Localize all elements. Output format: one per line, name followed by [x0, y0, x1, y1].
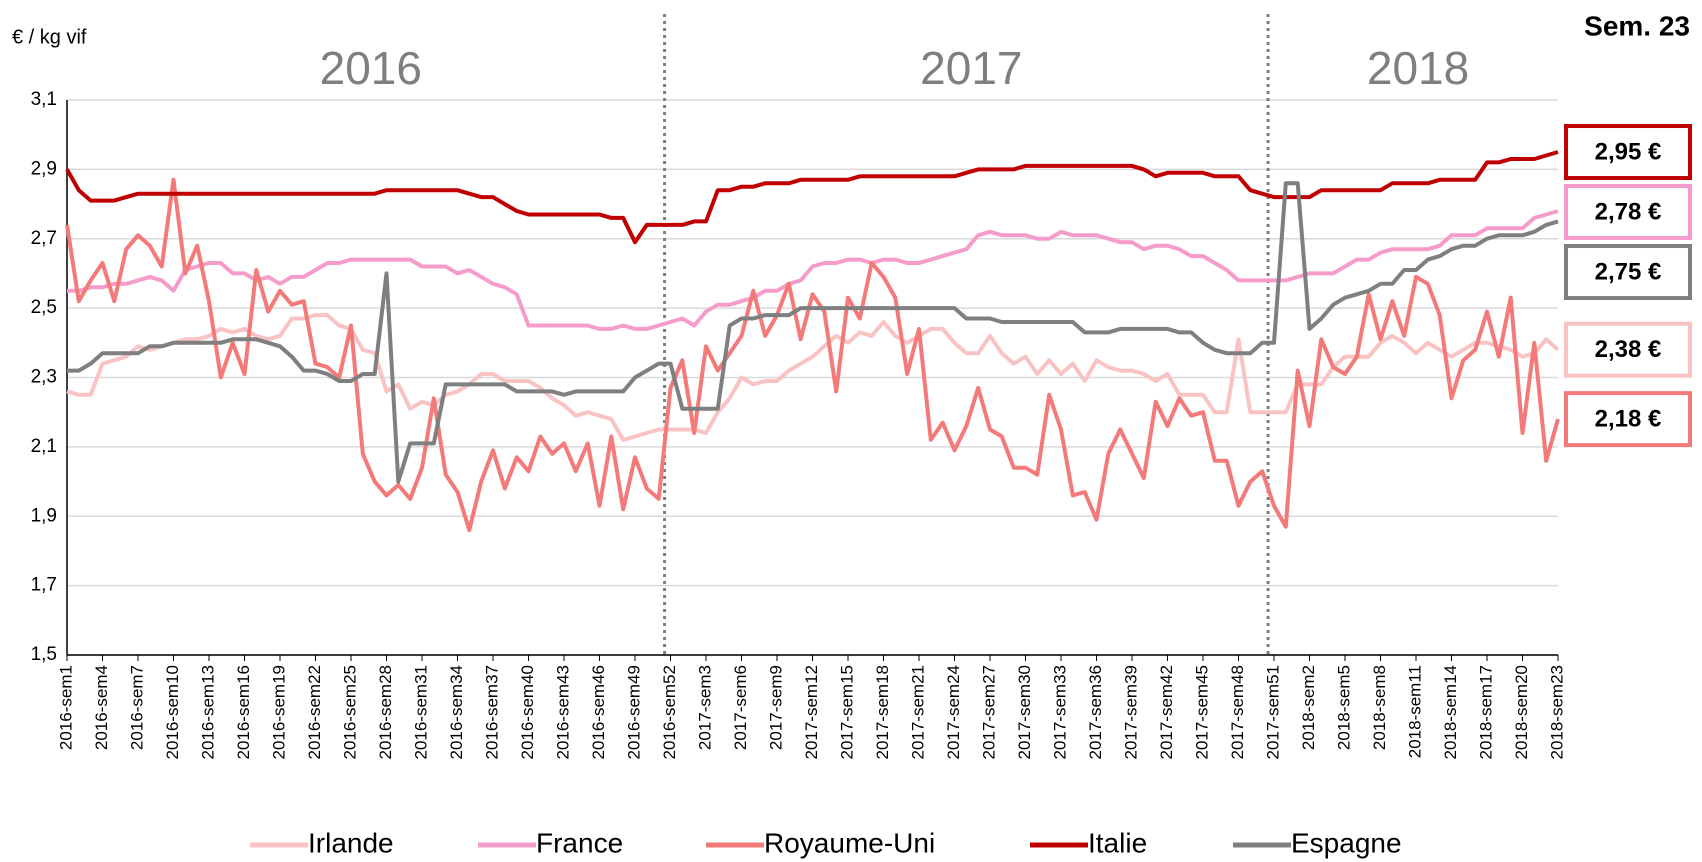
y-tick-label: 1,7	[31, 575, 57, 596]
x-tick-label: 2016-sem16	[234, 665, 253, 760]
year-label: 2018	[1367, 42, 1469, 94]
x-tick-label: 2018-sem14	[1441, 665, 1460, 760]
end-label-box	[1564, 391, 1692, 448]
x-tick-label: 2016-sem25	[340, 665, 359, 760]
x-tick-label: 2016-sem4	[92, 665, 111, 750]
year-label: 2016	[320, 42, 422, 94]
legend-item: France	[478, 827, 623, 858]
x-tick-label: 2017-sem39	[1121, 665, 1140, 760]
end-label-box	[1564, 321, 1692, 378]
x-tick-label: 2017-sem36	[1086, 665, 1105, 760]
x-tick-label: 2017-sem51	[1263, 665, 1282, 760]
legend-label: Irlande	[308, 827, 394, 858]
legend-item: Irlande	[250, 827, 394, 858]
y-tick-label: 3,1	[31, 89, 57, 110]
legend-label: Italie	[1088, 827, 1147, 858]
y-tick-label: 2,9	[31, 158, 57, 179]
x-tick-label: 2017-sem12	[802, 665, 821, 760]
x-tick-label: 2017-sem30	[1015, 665, 1034, 760]
end-label-box	[1564, 184, 1692, 241]
end-label-text: 2,95 €	[1595, 138, 1662, 165]
x-tick-label: 2017-sem48	[1228, 665, 1247, 760]
x-tick-label: 2018-sem2	[1299, 665, 1318, 750]
x-tick-label: 2017-sem6	[731, 665, 750, 750]
x-tick-label: 2016-sem40	[518, 665, 537, 760]
y-tick-label: 2,3	[31, 367, 57, 388]
x-tick-label: 2018-sem23	[1547, 665, 1566, 760]
series-line	[65, 150, 1559, 245]
end-label: 2,18 €	[1564, 391, 1692, 448]
end-label-box	[1564, 244, 1692, 301]
end-label-box	[1564, 124, 1692, 181]
x-tick-label: 2016-sem34	[447, 665, 466, 760]
x-tick-label: 2017-sem33	[1050, 665, 1069, 760]
x-tick-label: 2018-sem20	[1512, 665, 1531, 760]
end-label-text: 2,75 €	[1595, 258, 1662, 285]
legend-item: Italie	[1030, 827, 1147, 858]
legend-label: France	[536, 827, 623, 858]
x-tick-label: 2016-sem46	[589, 665, 608, 760]
end-label: 2,75 €	[1564, 244, 1692, 301]
legend-item: Espagne	[1233, 827, 1402, 858]
x-tick-label: 2016-sem28	[376, 665, 395, 760]
legend-label: Espagne	[1291, 827, 1402, 858]
y-tick-label: 2,7	[31, 228, 57, 249]
annotation: Sem. 23	[1584, 10, 1690, 41]
series-line	[67, 209, 1559, 331]
y-tick-label: 2,5	[31, 297, 57, 318]
y-tick-label: 1,5	[31, 644, 57, 665]
x-tick-label: 2018-sem8	[1370, 665, 1389, 750]
legend-item: Royaume-Uni	[706, 827, 935, 858]
y-axis-label: € / kg vif	[12, 26, 87, 48]
x-tick-label: 2016-sem22	[305, 665, 324, 760]
x-tick-label: 2016-sem1	[56, 665, 75, 750]
series-line	[67, 181, 1559, 484]
legend-label: Royaume-Uni	[764, 827, 935, 858]
x-tick-label: 2016-sem7	[127, 665, 146, 750]
end-label: 2,78 €	[1564, 184, 1692, 241]
x-tick-label: 2017-sem24	[944, 665, 963, 760]
x-tick-label: 2018-sem11	[1405, 665, 1424, 758]
x-tick-label: 2016-sem10	[163, 665, 182, 760]
year-label: 2017	[920, 42, 1022, 94]
x-tick-label: 2017-sem27	[979, 665, 998, 760]
x-tick-label: 2017-sem45	[1192, 665, 1211, 760]
x-tick-label: 2017-sem42	[1157, 665, 1176, 760]
y-tick-label: 1,9	[31, 505, 57, 526]
series-line	[65, 177, 1560, 533]
x-tick-label: 2016-sem52	[660, 665, 679, 760]
x-tick-label: 2017-sem9	[766, 665, 785, 750]
x-tick-label: 2016-sem37	[482, 665, 501, 760]
end-label: 2,95 €	[1564, 124, 1692, 181]
x-tick-label: 2017-sem18	[873, 665, 892, 760]
x-tick-label: 2018-sem5	[1334, 665, 1353, 750]
x-tick-label: 2016-sem19	[269, 665, 288, 760]
x-tick-label: 2017-sem3	[695, 665, 714, 750]
x-tick-label: 2016-sem13	[198, 665, 217, 760]
x-tick-label: 2018-sem17	[1476, 665, 1495, 760]
end-label-text: 2,18 €	[1595, 405, 1662, 432]
x-tick-label: 2017-sem15	[837, 665, 856, 760]
end-label-text: 2,78 €	[1595, 198, 1662, 225]
end-label-text: 2,38 €	[1595, 336, 1662, 363]
x-tick-label: 2016-sem49	[624, 665, 643, 760]
x-tick-label: 2016-sem31	[411, 665, 430, 760]
y-tick-label: 2,1	[31, 436, 57, 457]
end-label: 2,38 €	[1564, 321, 1692, 378]
x-tick-label: 2016-sem43	[553, 665, 572, 760]
x-tick-label: 2017-sem21	[908, 665, 927, 760]
series-line	[66, 313, 1560, 442]
